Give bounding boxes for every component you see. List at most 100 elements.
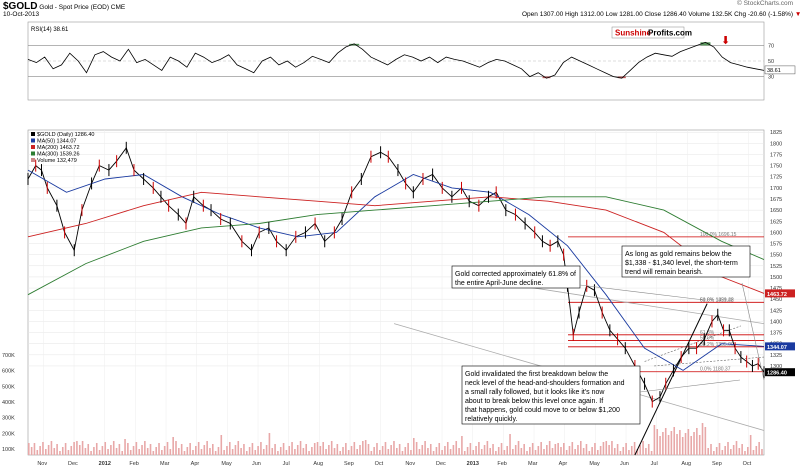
volume-bar <box>76 441 78 455</box>
symbol: $GOLD <box>3 1 38 12</box>
fib-label: 61.8% 1421.22 <box>700 297 734 303</box>
fib-label: 38.2% 1335.00 <box>700 342 734 348</box>
volume-bar <box>747 447 749 455</box>
x-tick-label: Mar <box>528 461 538 467</box>
volume-bar <box>710 444 712 455</box>
x-tick-label: May <box>221 461 232 467</box>
volume-bar <box>495 451 497 455</box>
volume-bar <box>336 444 339 455</box>
volume-bar <box>602 442 605 455</box>
price-tick-label: 1300 <box>770 364 782 370</box>
volume-bar <box>245 451 248 455</box>
x-tick-label: Mar <box>160 461 170 467</box>
volume-bar <box>362 441 364 455</box>
volume-bar <box>95 443 98 455</box>
volume-bar <box>214 451 217 455</box>
volume-bar <box>212 444 214 455</box>
volume-bar <box>427 448 429 455</box>
annotation-resistance-line: $1,338 - $1,340 level, the short-term <box>625 260 738 267</box>
volume-bar <box>560 447 562 455</box>
annotation-resistance-line: As long as gold remains below the <box>625 251 732 258</box>
volume-bar <box>492 444 494 455</box>
legend-swatch <box>31 151 35 156</box>
annotation-pointer <box>579 284 705 301</box>
x-tick-label: May <box>589 461 600 467</box>
volume-bar <box>152 451 155 455</box>
volume-bar <box>687 429 690 455</box>
volume-bar <box>404 447 407 455</box>
x-tick-label: Jul <box>283 461 290 467</box>
rsi-current-value: 38.61 <box>767 68 781 74</box>
price-tick-label: 1750 <box>770 164 782 170</box>
volume-bar <box>209 448 211 455</box>
volume-bar <box>78 445 81 455</box>
annotation-fib-box <box>451 265 581 289</box>
chart-date: 10-Oct-2013 <box>3 11 40 18</box>
volume-bar <box>98 450 101 455</box>
volume-bar <box>308 451 310 455</box>
volume-bar <box>277 451 279 455</box>
volume-bar <box>616 444 619 455</box>
volume-bar <box>50 441 53 455</box>
price-tick-label: 1600 <box>770 230 782 236</box>
volume-bar <box>551 448 554 455</box>
rsi-oversold-fill <box>617 76 626 79</box>
volume-bar <box>353 442 356 455</box>
volume-bar <box>115 448 118 455</box>
volume-bar <box>418 449 421 455</box>
price-tick-label: 1725 <box>770 175 782 181</box>
price-tick-label: 1700 <box>770 186 782 192</box>
legend-swatch <box>31 138 35 143</box>
x-tick-label: Jul <box>651 461 658 467</box>
legend-entry: Volume 132,479 <box>37 158 77 164</box>
series-line-ma <box>27 196 765 296</box>
volume-bar <box>401 451 404 455</box>
x-tick-label: Feb <box>129 461 138 467</box>
x-tick-label: Apr <box>559 461 568 467</box>
volume-bar <box>228 442 231 455</box>
volume-bar <box>738 448 741 455</box>
volume-bar <box>47 445 50 455</box>
trendline-upper <box>505 283 765 325</box>
volume-tick-label: 300K <box>2 416 15 422</box>
volume-bar <box>359 445 361 455</box>
volume-bar <box>175 441 177 455</box>
volume-bar <box>724 446 726 455</box>
rsi-level-label: 70 <box>768 43 774 49</box>
volume-bar <box>594 443 596 455</box>
price-tick-label: 1525 <box>770 264 782 270</box>
volume-bar <box>650 451 653 455</box>
volume-bar <box>534 450 537 455</box>
volume-bar <box>721 450 724 455</box>
volume-bar <box>61 447 64 455</box>
volume-bar <box>548 441 551 455</box>
price-panel-frame <box>27 129 765 456</box>
volume-bar <box>520 448 523 455</box>
volume-bar <box>237 441 240 455</box>
volume-bar <box>73 442 75 455</box>
volume-bar <box>693 432 695 455</box>
volume-bar <box>56 444 58 455</box>
volume-bar <box>667 435 670 455</box>
volume-bar <box>506 446 508 455</box>
volume-bar <box>234 445 237 455</box>
legend-entry: MA(200) 1463.72 <box>37 145 80 151</box>
volume-bar <box>537 446 540 455</box>
ohlc-readout: Open 1307.00 High 1312.00 Low 1281.00 Cl… <box>522 11 800 18</box>
volume-bar <box>424 441 426 455</box>
series-line-ma <box>27 169 765 371</box>
volume-bar <box>565 450 568 455</box>
volume-bar <box>248 447 251 455</box>
volume-bar <box>480 449 483 455</box>
volume-bar <box>458 448 460 455</box>
volume-bar <box>364 440 367 455</box>
legend-swatch <box>31 158 35 162</box>
volume-bar <box>444 446 446 455</box>
volume-bar <box>90 451 92 455</box>
volume-bar <box>526 451 528 455</box>
volume-bar <box>670 431 673 455</box>
volume-bar <box>155 447 157 455</box>
volume-bar <box>376 443 378 455</box>
price-box <box>765 342 795 351</box>
